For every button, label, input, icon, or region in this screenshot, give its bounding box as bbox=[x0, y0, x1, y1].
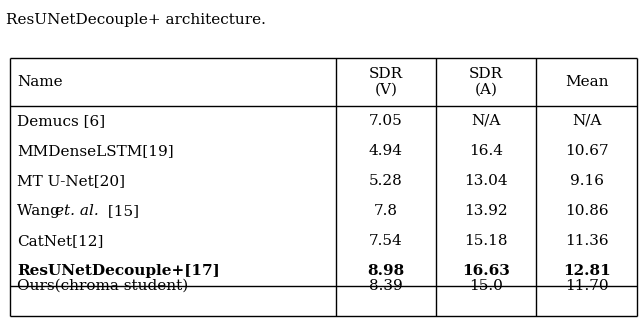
Text: 16.63: 16.63 bbox=[462, 264, 510, 278]
Text: ResUNetDecouple+[17]: ResUNetDecouple+[17] bbox=[17, 264, 220, 278]
Text: 7.8: 7.8 bbox=[374, 204, 398, 218]
Text: 13.92: 13.92 bbox=[465, 204, 508, 218]
Text: N/A: N/A bbox=[472, 114, 501, 128]
Text: 7.05: 7.05 bbox=[369, 114, 403, 128]
Text: 5.28: 5.28 bbox=[369, 174, 403, 188]
Text: 9.16: 9.16 bbox=[570, 174, 604, 188]
Text: 7.54: 7.54 bbox=[369, 234, 403, 248]
Text: MMDenseLSTM[19]: MMDenseLSTM[19] bbox=[17, 144, 174, 158]
Text: ResUNetDecouple+ architecture.: ResUNetDecouple+ architecture. bbox=[6, 13, 266, 27]
Text: 8.98: 8.98 bbox=[367, 264, 404, 278]
Text: SDR
(V): SDR (V) bbox=[369, 67, 403, 97]
Text: Demucs [6]: Demucs [6] bbox=[17, 114, 106, 128]
Text: Mean: Mean bbox=[565, 75, 609, 89]
Text: N/A: N/A bbox=[572, 114, 602, 128]
Text: 10.86: 10.86 bbox=[565, 204, 609, 218]
Text: 4.94: 4.94 bbox=[369, 144, 403, 158]
Text: 11.70: 11.70 bbox=[565, 279, 609, 293]
Text: 12.81: 12.81 bbox=[563, 264, 611, 278]
Text: CatNet[12]: CatNet[12] bbox=[17, 234, 104, 248]
Text: Name: Name bbox=[17, 75, 63, 89]
Text: 13.04: 13.04 bbox=[465, 174, 508, 188]
Text: 15.0: 15.0 bbox=[469, 279, 503, 293]
Text: SDR
(A): SDR (A) bbox=[469, 67, 503, 97]
Text: 8.39: 8.39 bbox=[369, 279, 403, 293]
Text: MT U-Net[20]: MT U-Net[20] bbox=[17, 174, 125, 188]
Text: 15.18: 15.18 bbox=[465, 234, 508, 248]
Text: et. al.: et. al. bbox=[55, 204, 99, 218]
Text: Wang: Wang bbox=[17, 204, 65, 218]
Text: Ours(chroma student): Ours(chroma student) bbox=[17, 279, 189, 293]
Text: [15]: [15] bbox=[103, 204, 139, 218]
Text: 16.4: 16.4 bbox=[469, 144, 503, 158]
Text: 10.67: 10.67 bbox=[565, 144, 609, 158]
Text: 11.36: 11.36 bbox=[565, 234, 609, 248]
